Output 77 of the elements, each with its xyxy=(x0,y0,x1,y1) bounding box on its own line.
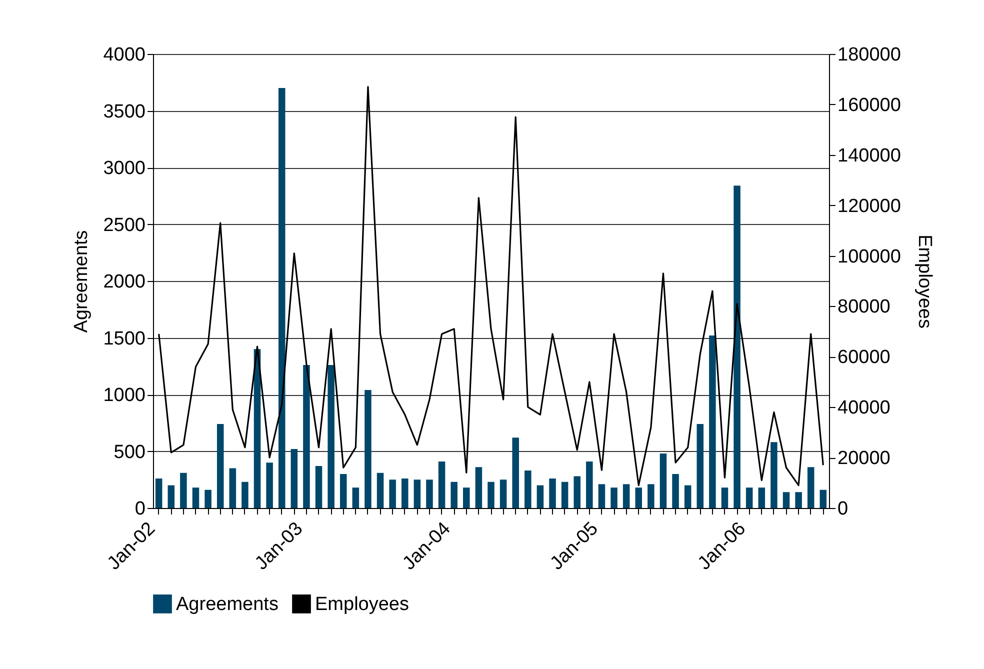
bar xyxy=(168,485,175,508)
bar xyxy=(782,492,790,508)
y-tick-label: 4000 xyxy=(103,44,146,66)
bar xyxy=(438,461,446,508)
y-tick-label: 2500 xyxy=(103,214,146,236)
bar xyxy=(229,468,236,508)
y-tick-label: 1500 xyxy=(103,328,146,350)
bar xyxy=(672,474,679,508)
y-tick-label: 3500 xyxy=(103,101,146,122)
bar xyxy=(758,488,766,508)
bar xyxy=(635,488,642,508)
y-tick-label: 0 xyxy=(134,498,146,520)
bar xyxy=(660,454,667,508)
bar xyxy=(696,424,704,508)
bar xyxy=(746,488,753,508)
bar xyxy=(426,480,433,508)
bar xyxy=(290,448,298,508)
legend-label: Employees xyxy=(315,594,409,615)
bar xyxy=(216,424,224,508)
bar xyxy=(622,484,630,508)
bar xyxy=(648,484,654,508)
bar xyxy=(610,488,618,508)
legend-label: Agreements xyxy=(176,594,278,615)
y-axis-title: Agreements xyxy=(71,230,92,333)
y2-tick-label: 140000 xyxy=(838,145,901,166)
bar xyxy=(734,186,740,508)
bar xyxy=(820,490,827,508)
y2-tick-label: 40000 xyxy=(838,398,890,419)
bar xyxy=(488,482,494,508)
bar xyxy=(795,492,802,508)
bar xyxy=(512,438,519,508)
bar xyxy=(315,466,322,508)
y2-tick-label: 60000 xyxy=(838,347,890,368)
bar xyxy=(463,488,470,508)
bar xyxy=(536,485,544,508)
y-tick-label: 2000 xyxy=(103,272,146,292)
y2-tick-label: 100000 xyxy=(838,246,901,268)
bar xyxy=(352,488,360,508)
bar xyxy=(414,480,421,508)
bar xyxy=(340,474,347,508)
y2-tick-label: 0 xyxy=(838,498,848,520)
bar xyxy=(475,467,482,508)
bar xyxy=(364,390,372,508)
y2-axis-title: Employees xyxy=(914,234,935,328)
y-tick-label: 1000 xyxy=(103,385,146,406)
bar xyxy=(586,461,593,508)
bar xyxy=(709,335,716,508)
bar xyxy=(450,482,458,508)
bar xyxy=(180,472,187,508)
bar xyxy=(574,476,580,508)
bar xyxy=(376,472,384,508)
y-tick-label: 3000 xyxy=(103,158,146,179)
y-tick-label: 500 xyxy=(114,442,146,463)
bar xyxy=(549,478,556,508)
bar xyxy=(266,462,273,508)
bar xyxy=(500,480,507,508)
y2-tick-label: 160000 xyxy=(838,94,901,116)
bar xyxy=(770,442,778,508)
y2-tick-label: 120000 xyxy=(838,196,901,217)
bar xyxy=(524,470,532,508)
y2-tick-label: 180000 xyxy=(838,44,901,66)
bar xyxy=(561,482,568,508)
bar xyxy=(807,467,814,508)
bar xyxy=(278,88,286,508)
bar xyxy=(242,482,248,508)
bar xyxy=(402,478,408,508)
bar xyxy=(192,488,200,508)
bar xyxy=(389,480,396,508)
bar xyxy=(155,478,162,508)
bar xyxy=(598,484,606,508)
y2-tick-label: 80000 xyxy=(838,296,890,318)
bar xyxy=(684,485,692,508)
bar xyxy=(204,490,212,508)
y2-tick-label: 20000 xyxy=(838,448,890,470)
bar xyxy=(721,488,728,508)
bar xyxy=(328,364,334,508)
bar xyxy=(303,364,310,508)
